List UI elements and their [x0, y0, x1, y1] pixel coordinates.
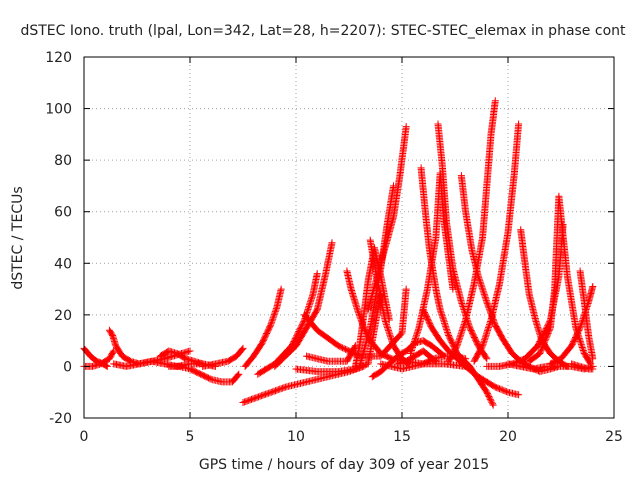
series-markers: [576, 267, 597, 363]
plot-frame: [83, 56, 615, 419]
x-tick-label: 15: [393, 429, 411, 445]
y-tick-labels: -20 0 20 40 60 80 100 120: [45, 50, 72, 427]
axis-ticks: [83, 56, 615, 419]
data-series: [80, 97, 597, 409]
series-markers: [135, 357, 219, 370]
series-11: [271, 239, 336, 370]
y-tick-label: -20: [49, 411, 72, 427]
x-tick-label: 10: [287, 429, 305, 445]
series-markers: [241, 285, 285, 370]
series-markers: [165, 362, 243, 386]
series-4: [135, 357, 219, 370]
y-tick-label: 100: [45, 102, 72, 118]
x-tick-label: 20: [499, 429, 517, 445]
x-axis-label: GPS time / hours of day 309 of year 2015: [199, 457, 489, 473]
series-markers: [156, 347, 207, 368]
series-markers: [470, 120, 523, 365]
series-2: [105, 326, 143, 368]
series-36: [568, 360, 597, 373]
series-markers: [419, 306, 523, 399]
series-markers: [271, 239, 336, 370]
y-tick-label: 0: [63, 359, 72, 375]
series-markers: [356, 182, 397, 370]
x-tick-label: 25: [605, 429, 623, 445]
y-tick-label: 40: [54, 256, 72, 272]
x-tick-label: 0: [80, 429, 89, 445]
y-tick-label: 120: [45, 50, 72, 66]
series-6: [165, 362, 243, 386]
series-8: [241, 285, 285, 370]
x-tick-label: 5: [186, 429, 195, 445]
series-22: [394, 347, 440, 368]
series-markers: [303, 342, 359, 365]
series-35: [576, 267, 597, 363]
series-14: [303, 342, 359, 365]
x-tick-labels: 0 5 10 15 20 25: [80, 429, 623, 445]
series-27: [445, 97, 499, 365]
series-5: [156, 347, 207, 368]
series-markers: [568, 360, 597, 373]
y-tick-label: 20: [54, 308, 72, 324]
series-26: [419, 306, 523, 399]
series-19: [356, 182, 397, 370]
series-markers: [199, 344, 247, 370]
series-markers: [394, 347, 440, 368]
y-tick-label: 60: [54, 205, 72, 221]
series-markers: [445, 97, 499, 365]
y-axis-label: dSTEC / TECUs: [10, 186, 26, 289]
chart-title: dSTEC Iono. truth (lpal, Lon=342, Lat=28…: [20, 23, 626, 39]
series-29: [470, 120, 523, 365]
y-tick-label: 80: [54, 153, 72, 169]
series-markers: [105, 326, 143, 368]
series-7: [199, 344, 247, 370]
